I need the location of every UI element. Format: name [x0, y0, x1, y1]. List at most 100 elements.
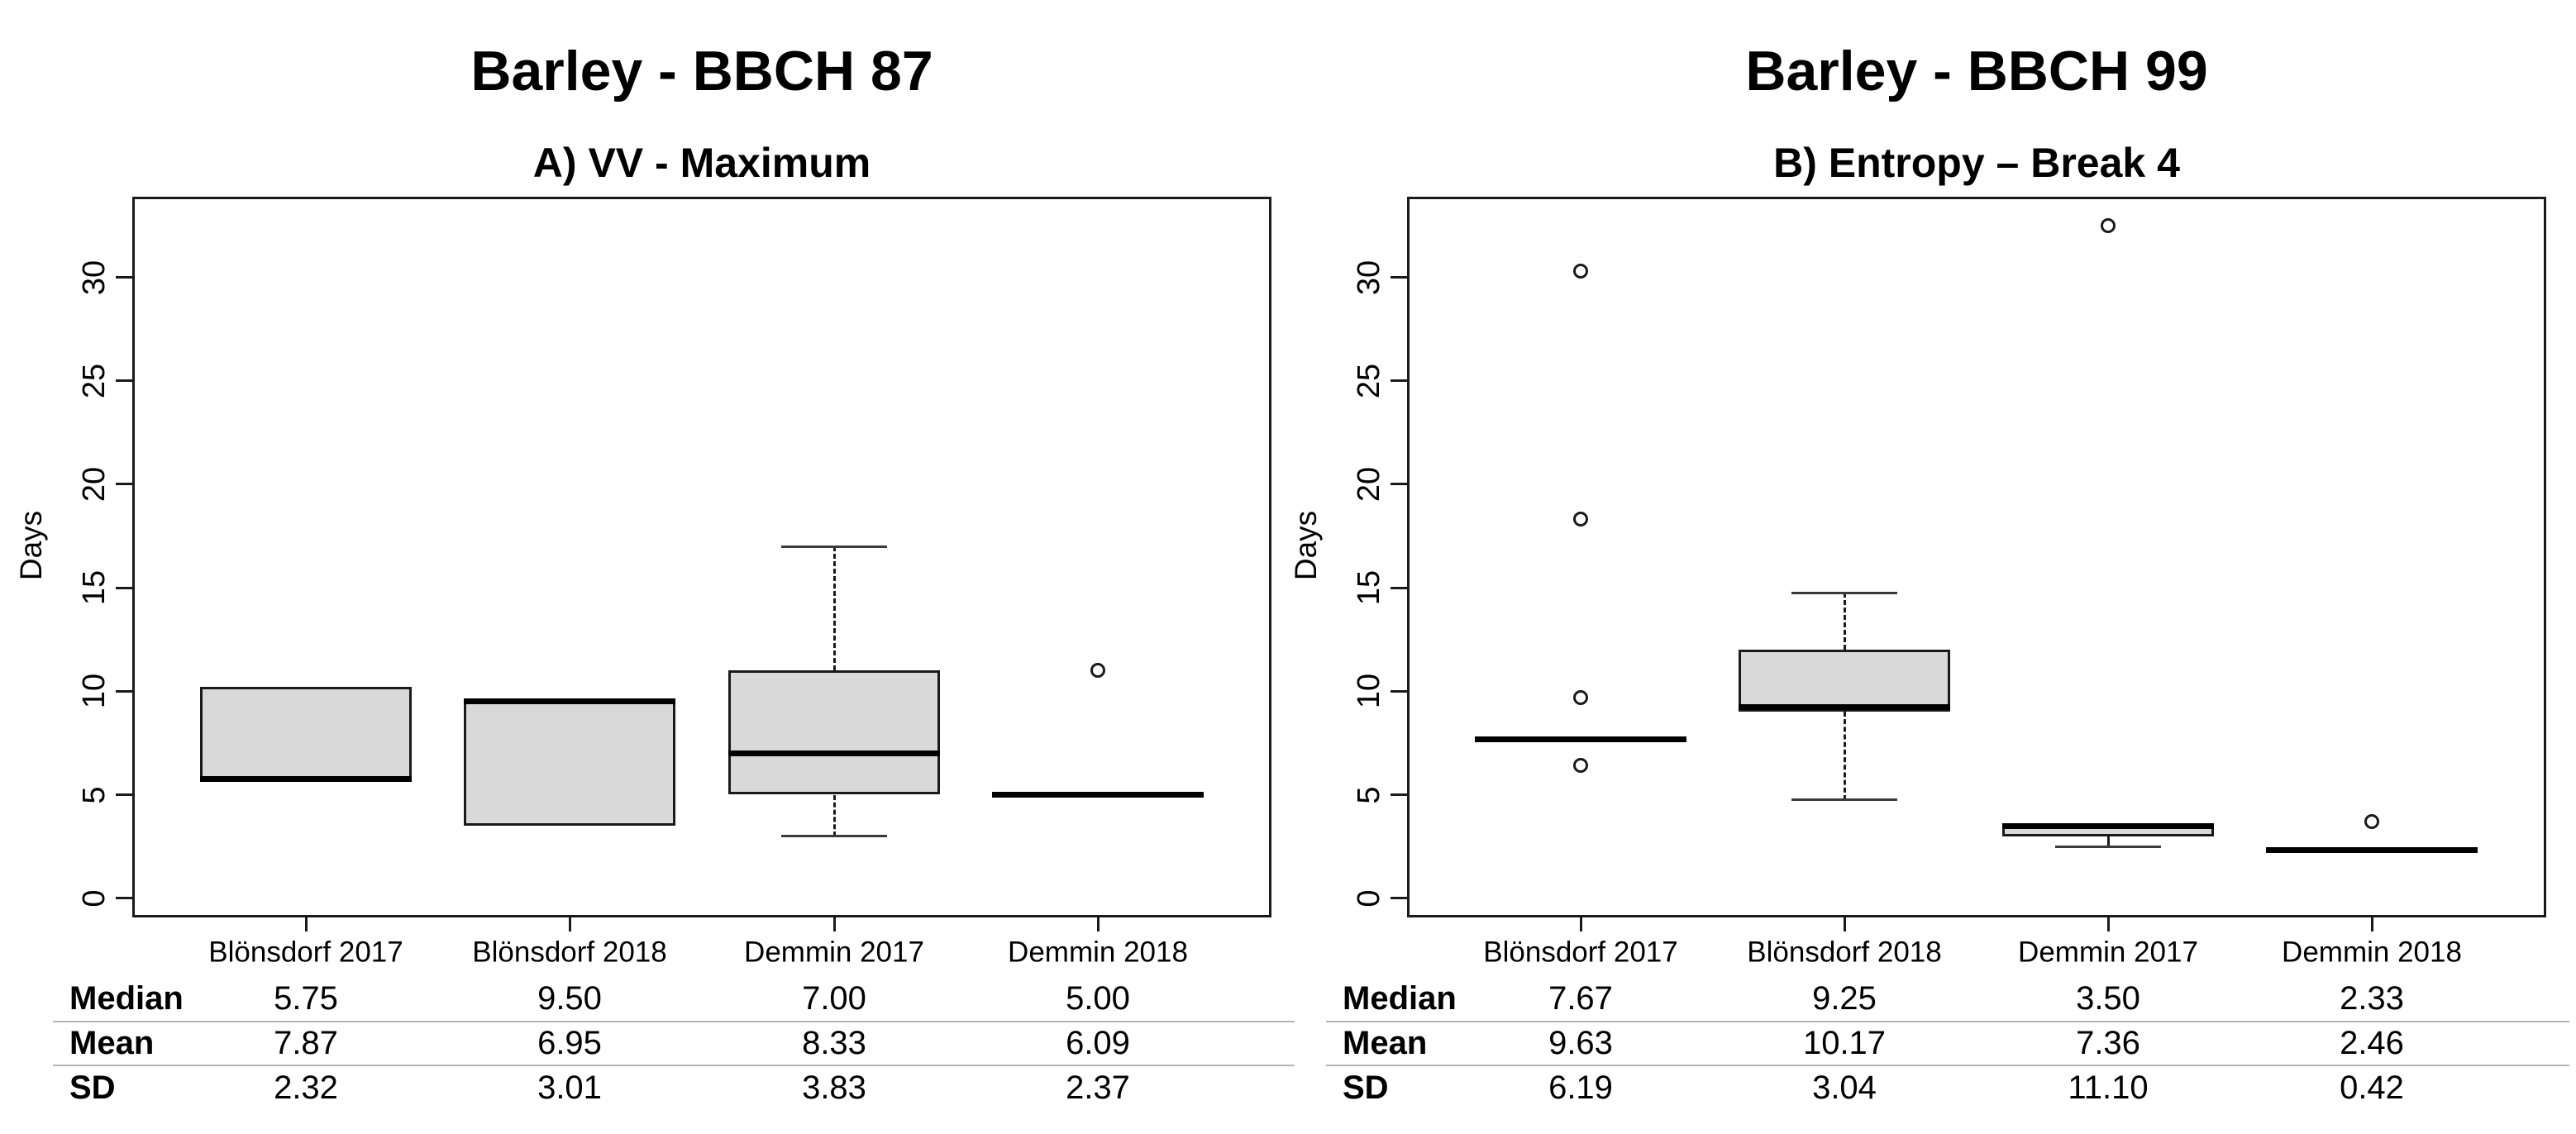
- table-cell-value: 3.04: [1812, 1070, 1877, 1106]
- table-cell-value: 2.46: [2340, 1025, 2404, 1061]
- x-tick: [832, 917, 836, 932]
- table-cell-value: 9.25: [1812, 980, 1877, 1017]
- boxplot-median: [992, 792, 1204, 798]
- table-rule: [53, 1021, 1295, 1022]
- table-rule: [1326, 1065, 2569, 1066]
- outlier-point: [1573, 758, 1588, 774]
- table-cell-value: 9.50: [537, 980, 602, 1017]
- boxplot-upper-whisker-cap: [781, 545, 887, 548]
- boxplot-median: [1739, 703, 1950, 710]
- panel-b-table-row-label-median: Median: [1343, 980, 1457, 1017]
- panel-a-y-axis-label: Days: [14, 510, 48, 581]
- boxplot-lower-whisker-cap: [781, 835, 887, 838]
- boxplot-median: [728, 750, 940, 756]
- table-cell-value: 6.95: [537, 1025, 602, 1061]
- boxplot-box: [200, 687, 412, 779]
- table-cell-value: 7.00: [802, 980, 866, 1017]
- y-tick: [116, 793, 132, 796]
- y-tick: [116, 483, 132, 486]
- boxplot-upper-whisker: [1843, 593, 1846, 650]
- panel-a-table-row-label-sd: SD: [69, 1070, 116, 1106]
- panel-b-table-row-label-mean: Mean: [1343, 1025, 1428, 1061]
- x-axis-category-label: Blönsdorf 2018: [472, 936, 667, 969]
- y-tick-label: 0: [1352, 889, 1386, 908]
- table-cell-value: 8.33: [802, 1025, 866, 1061]
- x-tick: [304, 917, 308, 932]
- y-tick-label: 30: [77, 260, 112, 295]
- boxplot-box: [728, 670, 940, 795]
- table-cell-value: 2.33: [2340, 980, 2404, 1017]
- outlier-point: [2101, 217, 2116, 233]
- y-tick: [116, 379, 132, 383]
- y-tick: [116, 689, 132, 693]
- table-cell-value: 7.36: [2076, 1025, 2140, 1061]
- x-axis-category-label: Blönsdorf 2018: [1747, 936, 1942, 969]
- table-cell-value: 0.42: [2340, 1070, 2404, 1106]
- boxplot-median: [200, 776, 412, 783]
- table-cell-value: 5.00: [1066, 980, 1130, 1017]
- x-axis-category-label: Demmin 2017: [2018, 936, 2198, 969]
- y-tick: [1391, 379, 1407, 383]
- table-rule: [1326, 1021, 2569, 1022]
- y-tick-label: 15: [1352, 569, 1386, 606]
- panel-b-y-axis-label: Days: [1289, 510, 1323, 581]
- table-cell-value: 2.37: [1066, 1070, 1130, 1106]
- x-tick: [2106, 917, 2110, 932]
- table-cell-value: 6.19: [1548, 1070, 1613, 1106]
- y-tick-label: 25: [77, 363, 112, 398]
- table-rule: [53, 1065, 1295, 1066]
- boxplot-median: [464, 698, 675, 705]
- table-cell-value: 3.83: [802, 1070, 866, 1106]
- y-tick-label: 30: [1352, 260, 1386, 295]
- y-tick-label: 10: [1352, 674, 1386, 709]
- boxplot-upper-whisker: [832, 546, 836, 671]
- table-cell-value: 3.50: [2076, 980, 2140, 1017]
- y-tick-label: 10: [77, 674, 112, 709]
- y-tick-label: 15: [77, 569, 112, 606]
- outlier-point: [2364, 814, 2379, 830]
- x-tick: [568, 917, 571, 932]
- y-tick-label: 0: [77, 889, 112, 908]
- y-tick-label: 5: [1352, 785, 1386, 804]
- y-tick: [116, 897, 132, 900]
- table-cell-value: 2.32: [274, 1070, 338, 1106]
- panel-a-plot-area: [132, 197, 1271, 917]
- table-cell-value: 6.09: [1066, 1025, 1130, 1061]
- x-tick: [1843, 917, 1846, 932]
- x-axis-category-label: Blönsdorf 2017: [208, 936, 403, 969]
- x-axis-category-label: Demmin 2018: [1008, 936, 1188, 969]
- boxplot-median: [1475, 736, 1686, 743]
- boxplot-lower-whisker-cap: [1791, 798, 1897, 802]
- panel-b-table-row-label-sd: SD: [1343, 1070, 1389, 1106]
- y-tick: [1391, 276, 1407, 279]
- x-tick: [1579, 917, 1582, 932]
- outlier-point: [1573, 263, 1588, 279]
- panel-b-title: Barley - BBCH 99: [1745, 40, 2208, 102]
- panel-a-title: Barley - BBCH 87: [470, 40, 933, 102]
- y-tick: [116, 586, 132, 589]
- y-tick: [1391, 586, 1407, 589]
- outlier-point: [1090, 663, 1105, 679]
- boxplot-median: [2266, 846, 2478, 853]
- boxplot-upper-whisker-cap: [1791, 591, 1897, 594]
- table-cell-value: 7.67: [1548, 980, 1613, 1017]
- y-tick: [1391, 793, 1407, 796]
- table-cell-value: 11.10: [2068, 1070, 2149, 1106]
- outlier-point: [1573, 512, 1588, 527]
- outlier-point: [1573, 689, 1588, 705]
- table-cell-value: 10.17: [1802, 1025, 1887, 1061]
- x-axis-category-label: Demmin 2017: [744, 936, 924, 969]
- panel-a-subtitle: A) VV - Maximum: [532, 140, 871, 186]
- boxplot-median: [2002, 822, 2214, 829]
- panel-a-table-row-label-median: Median: [69, 980, 184, 1017]
- x-tick: [2370, 917, 2373, 932]
- table-cell-value: 7.87: [274, 1025, 338, 1061]
- boxplot-box: [1739, 650, 1950, 712]
- y-tick: [1391, 897, 1407, 900]
- x-axis-category-label: Demmin 2018: [2282, 936, 2462, 969]
- boxplot-lower-whisker: [832, 794, 836, 836]
- panel-a-table-row-label-mean: Mean: [69, 1025, 155, 1061]
- boxplot-lower-whisker: [2106, 836, 2110, 847]
- x-axis-category-label: Blönsdorf 2017: [1483, 936, 1678, 969]
